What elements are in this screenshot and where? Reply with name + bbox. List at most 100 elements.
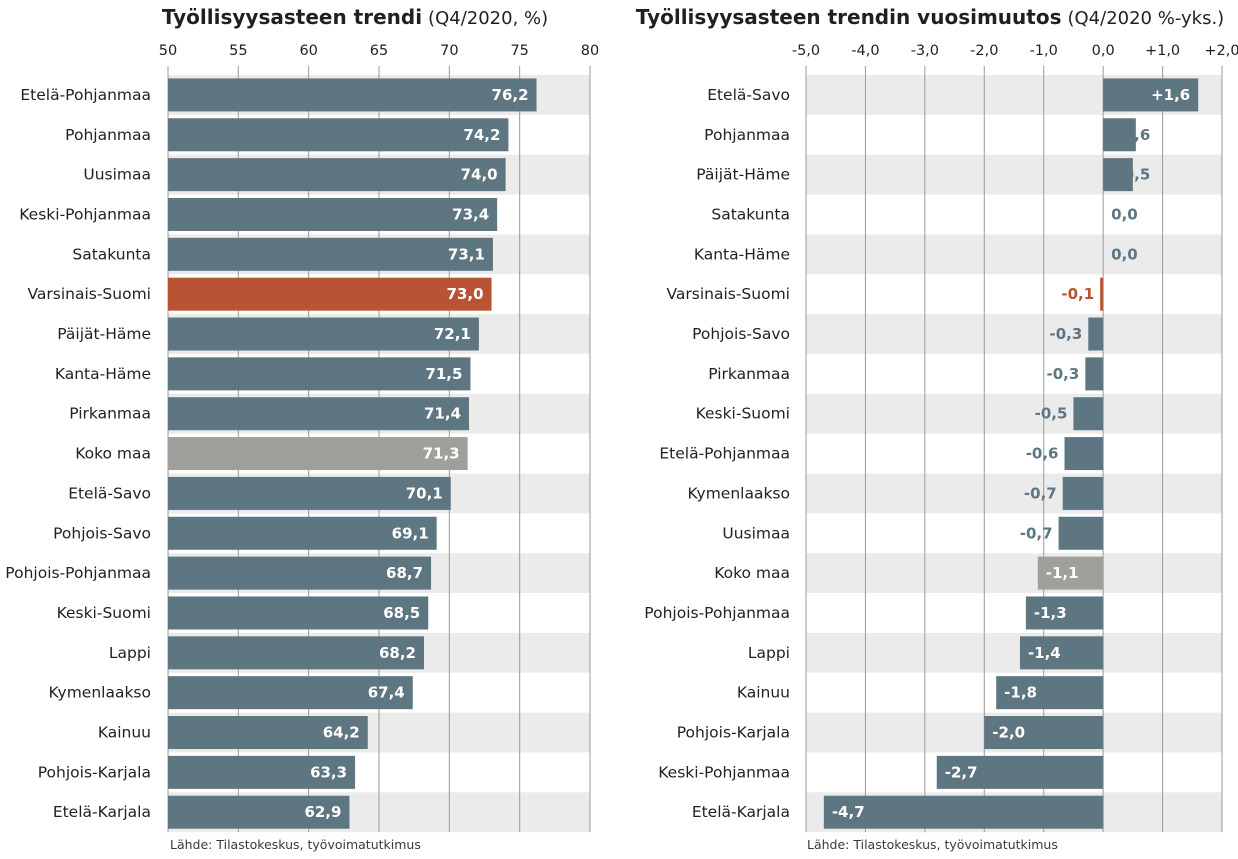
value-label: 73,0 (447, 285, 484, 303)
value-label: 0,0 (1111, 245, 1138, 263)
chart-subtitle: (Q4/2020 %-yks.) (1067, 8, 1224, 29)
x-tick-label: 65 (370, 43, 388, 59)
x-tick-label: 50 (159, 43, 177, 59)
bar (1058, 516, 1104, 550)
value-label: -4,7 (832, 803, 865, 821)
value-label: 67,4 (368, 684, 405, 702)
category-label: Uusimaa (83, 166, 151, 184)
source-note: Lähde: Tilastokeskus, työvoimatutkimus (170, 837, 421, 852)
value-label: 69,1 (392, 524, 429, 542)
bar (168, 437, 468, 471)
bar (1103, 118, 1136, 152)
value-label: -0,7 (1020, 524, 1053, 542)
bar (168, 596, 429, 630)
x-tick-label: 75 (510, 43, 528, 59)
category-label: Pirkanmaa (69, 405, 151, 423)
bar (168, 795, 350, 829)
value-label: -0,1 (1061, 285, 1094, 303)
bar (168, 78, 537, 112)
category-label: Kanta-Häme (55, 365, 151, 383)
bar (168, 636, 425, 670)
row-band (806, 393, 1222, 434)
category-label: Keski-Suomi (696, 405, 790, 423)
bar (168, 516, 437, 550)
bar (168, 118, 509, 152)
value-label: 68,7 (386, 564, 423, 582)
category-label: Satakunta (72, 245, 151, 263)
x-tick-label: +2,0 (1204, 43, 1238, 59)
category-label: Etelä-Pohjanmaa (20, 86, 151, 104)
value-label: -1,8 (1004, 684, 1037, 702)
chart-title-line: Työllisyysasteen trendi (Q4/2020, %) (162, 5, 548, 29)
value-label: +0,6 (1111, 126, 1150, 144)
bar (996, 676, 1104, 710)
category-label: Pohjanmaa (65, 126, 151, 144)
x-tick-label: 55 (229, 43, 247, 59)
x-tick-label: -5,0 (792, 43, 820, 59)
value-label: 73,1 (448, 245, 485, 263)
category-label: Keski-Suomi (57, 604, 151, 622)
value-label: 71,4 (424, 405, 461, 423)
value-label: -0,3 (1049, 325, 1082, 343)
x-tick-label: -2,0 (970, 43, 998, 59)
category-label: Pohjois-Karjala (38, 763, 151, 781)
value-label: 68,5 (383, 604, 420, 622)
value-label: 72,1 (434, 325, 471, 343)
bar (168, 197, 498, 231)
chart-change: -5,0 -4,0 -3,0 -2,0 -1,0 0,0 +1,0 +2,0 Työllisyy… (636, 5, 1238, 852)
category-label: Keski-Pohjanmaa (658, 763, 790, 781)
bar (168, 397, 470, 431)
category-label: Etelä-Savo (68, 484, 151, 502)
bar (1019, 636, 1104, 670)
bar (168, 716, 368, 750)
bar (168, 476, 451, 510)
source-note: Lähde: Tilastokeskus, työvoimatutkimus (807, 837, 1058, 852)
category-label: Pohjois-Pohjanmaa (5, 564, 151, 582)
category-label: Kanta-Häme (694, 245, 790, 263)
row-band (806, 632, 1222, 673)
row-band (806, 314, 1222, 354)
category-label: Koko maa (75, 445, 151, 463)
bar (1100, 277, 1104, 311)
category-label: Pirkanmaa (708, 365, 790, 383)
value-label: 74,2 (463, 126, 500, 144)
bar (168, 158, 506, 192)
bar (984, 716, 1104, 750)
chart-subtitle: (Q4/2020, %) (428, 8, 548, 29)
bar (1103, 78, 1199, 112)
value-label: -1,3 (1034, 604, 1067, 622)
category-label: Kainuu (737, 684, 790, 702)
value-label: +1,6 (1151, 86, 1190, 104)
value-label: 76,2 (492, 86, 529, 104)
value-label: -1,1 (1046, 564, 1079, 582)
category-label: Pohjanmaa (704, 126, 790, 144)
x-tick-label: 70 (440, 43, 458, 59)
value-label: -1,4 (1028, 644, 1061, 662)
value-label: 71,5 (425, 365, 462, 383)
value-label: 0,0 (1111, 205, 1138, 223)
category-label: Pohjois-Savo (692, 325, 790, 343)
category-label: Varsinais-Suomi (27, 285, 151, 303)
x-tick-label: 0,0 (1092, 43, 1115, 59)
category-label: Etelä-Pohjanmaa (659, 445, 790, 463)
bar (168, 556, 432, 590)
bar (168, 237, 493, 271)
category-label: Pohjois-Savo (53, 524, 151, 542)
value-label: 70,1 (406, 484, 443, 502)
bar (1088, 317, 1104, 351)
category-label: Keski-Pohjanmaa (19, 205, 151, 223)
value-label: +0,5 (1111, 166, 1150, 184)
value-label: -0,3 (1047, 365, 1080, 383)
row-band (806, 234, 1222, 275)
chart-title-line: Työllisyysasteen trendin vuosimuutos (Q4/… (636, 5, 1224, 29)
category-label: Varsinais-Suomi (666, 285, 790, 303)
category-label: Päijät-Häme (696, 166, 790, 184)
value-label: 74,0 (461, 166, 498, 184)
value-label: -0,5 (1035, 405, 1068, 423)
category-label: Pohjois-Karjala (677, 724, 790, 742)
chart-title: Työllisyysasteen trendin vuosimuutos (636, 5, 1062, 29)
bar (168, 755, 356, 789)
category-label: Etelä-Karjala (53, 803, 151, 821)
